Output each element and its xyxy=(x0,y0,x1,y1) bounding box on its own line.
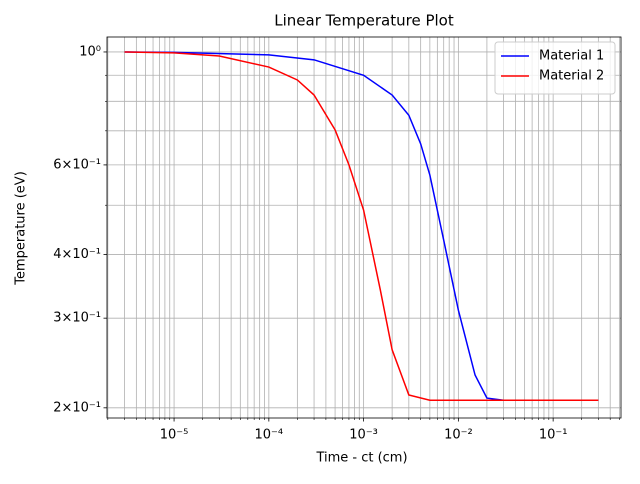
y-axis-label: Temperature (eV) xyxy=(14,171,29,286)
y-tick-label: 6×10⁻¹ xyxy=(53,157,101,172)
y-tick-label: 10⁰ xyxy=(79,44,101,59)
x-axis-label: Time - ct (cm) xyxy=(315,451,407,466)
y-tick-label: 4×10⁻¹ xyxy=(53,247,101,262)
y-tick-label: 2×10⁻¹ xyxy=(53,400,101,415)
series-line xyxy=(124,51,599,401)
x-tick-label: 10⁻⁴ xyxy=(255,428,284,443)
chart-title: Linear Temperature Plot xyxy=(274,12,454,30)
legend-label: Material 1 xyxy=(539,49,604,64)
series-line xyxy=(124,51,599,401)
x-tick-label: 10⁻³ xyxy=(349,428,378,443)
legend-box xyxy=(494,41,616,95)
x-tick-label: 10⁻¹ xyxy=(539,428,568,443)
plot-frame xyxy=(106,36,622,419)
legend-label: Material 2 xyxy=(539,69,604,84)
y-tick-label: 3×10⁻¹ xyxy=(53,311,101,326)
x-tick-label: 10⁻² xyxy=(444,428,473,443)
x-tick-label: 10⁻⁵ xyxy=(160,428,189,443)
